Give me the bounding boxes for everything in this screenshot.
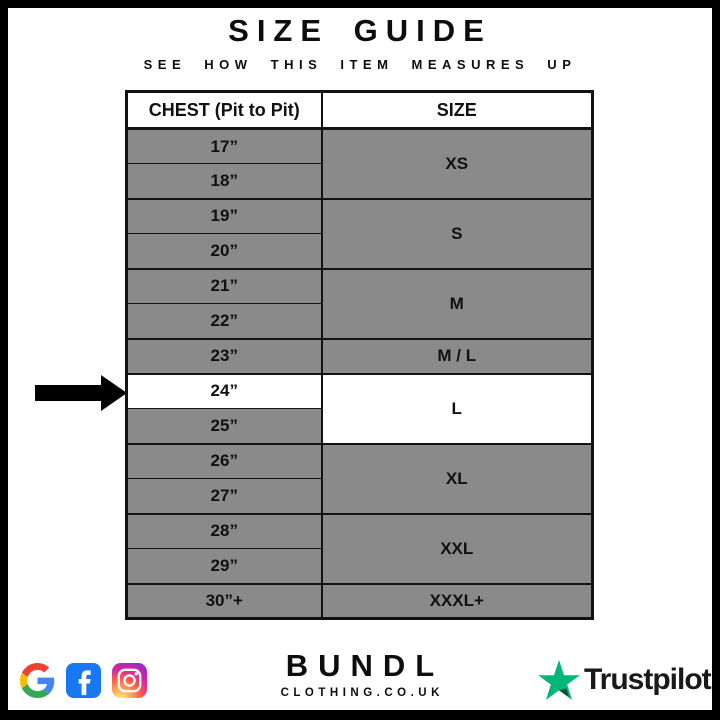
chest-cell-23: 23”	[125, 337, 323, 375]
chest-column-header: CHEST (Pit to Pit)	[125, 90, 323, 130]
selected-size-arrow-icon	[35, 375, 127, 411]
facebook-icon[interactable]	[66, 663, 101, 698]
size-cell-xxl: XXL	[320, 512, 594, 585]
chest-cell-24-highlighted: 24”	[125, 372, 323, 409]
table-row: 23” M / L	[125, 337, 594, 375]
table-row: 25”	[125, 408, 593, 445]
page-title: SIZE GUIDE	[228, 13, 492, 48]
chest-cell-27: 27”	[125, 478, 323, 515]
table-row: 26” XL	[125, 442, 594, 515]
brand-logo: BUNDL CLOTHING.CO.UK	[0, 648, 720, 699]
arrow-shaft	[35, 385, 103, 401]
table-row: 30”+ XXXL+	[125, 582, 594, 620]
trustpilot-star-icon	[538, 660, 580, 700]
brand-name: BUNDL	[285, 648, 445, 683]
chest-cell-19: 19”	[125, 197, 323, 234]
chest-cell-29: 29”	[125, 548, 323, 585]
trustpilot-logo[interactable]: Trustpilot	[538, 660, 712, 700]
arrow-head	[101, 375, 127, 411]
table-row: 28” XXL	[125, 512, 594, 585]
table-row: 17” XS	[125, 127, 594, 200]
chest-cell-17: 17”	[125, 127, 323, 164]
chest-cell-25: 25”	[125, 408, 323, 445]
chest-cell-21: 21”	[125, 267, 323, 304]
instagram-icon[interactable]	[112, 663, 147, 698]
chest-cell-22: 22”	[125, 303, 323, 340]
google-icon[interactable]	[20, 663, 55, 698]
chest-cell-30plus: 30”+	[125, 582, 323, 620]
social-icons	[20, 663, 147, 698]
page-subtitle: SEE HOW THIS ITEM MEASURES UP	[143, 57, 577, 72]
size-cell-m-l: M / L	[320, 337, 594, 375]
size-cell-xl: XL	[320, 442, 594, 515]
trustpilot-label: Trustpilot	[584, 663, 712, 696]
chest-cell-26: 26”	[125, 442, 323, 479]
table-row: 20”	[125, 233, 593, 270]
size-cell-s: S	[320, 197, 594, 270]
table-row: 19” S	[125, 197, 594, 270]
chest-cell-20: 20”	[125, 233, 323, 270]
size-cell-xs: XS	[320, 127, 594, 200]
table-header-row: CHEST (Pit to Pit) SIZE	[125, 90, 594, 130]
chest-cell-18: 18”	[125, 163, 323, 200]
brand-domain: CLOTHING.CO.UK	[280, 687, 444, 699]
size-guide-table: CHEST (Pit to Pit) SIZE 17” XS 18” 19” S…	[125, 90, 594, 620]
size-cell-xxxl: XXXL+	[320, 582, 594, 620]
table-row: 27”	[125, 478, 593, 515]
table-row: 21” M	[125, 267, 594, 340]
chest-cell-28: 28”	[125, 512, 323, 549]
size-cell-l-highlighted: L	[320, 372, 594, 445]
table-row-highlighted: 24” L	[125, 372, 594, 445]
table-row: 18”	[125, 163, 593, 200]
table-row: 22”	[125, 303, 593, 340]
table-row: 29”	[125, 548, 593, 585]
size-column-header: SIZE	[320, 90, 594, 130]
size-cell-m: M	[320, 267, 594, 340]
